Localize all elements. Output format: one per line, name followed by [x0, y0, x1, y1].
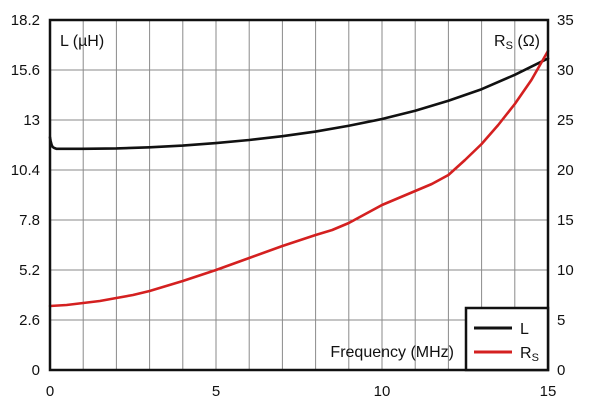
legend-box — [464, 306, 550, 372]
series-line-rs — [48, 49, 550, 308]
y-right-tick-label: 15 — [557, 212, 574, 229]
y-right-tick-label: 30 — [557, 62, 574, 79]
legend-label-rs-main: R — [520, 345, 532, 362]
y-right-tick-label: 35 — [557, 12, 574, 29]
y-left-tick-label: 0 — [32, 362, 40, 379]
x-tick-label: 5 — [212, 383, 220, 400]
series-layer — [48, 49, 550, 308]
y-right-tick-label: 25 — [557, 112, 574, 129]
right-axis-label-main: R — [494, 33, 506, 50]
y-right-tick-label: 10 — [557, 262, 574, 279]
y-left-tick-label: 5.2 — [19, 262, 40, 279]
x-tick-label: 0 — [46, 383, 54, 400]
y-left-tick-label: 7.8 — [19, 212, 40, 229]
legend-label-rs-sub: S — [532, 352, 539, 364]
y-left-tick-label: 15.6 — [11, 62, 40, 79]
grid — [50, 20, 548, 370]
right-axis-label-rest: (Ω) — [513, 33, 540, 50]
y-left-tick-label: 18.2 — [11, 12, 40, 29]
series-line-l — [48, 57, 550, 151]
legend-label-rs: RS — [520, 345, 539, 364]
plot-frame — [48, 18, 550, 372]
x-tick-label: 15 — [540, 383, 557, 400]
y-left-tick-label: 13 — [23, 112, 40, 129]
y-right-tick-label: 0 — [557, 362, 565, 379]
y-left-tick-label: 2.6 — [19, 312, 40, 329]
left-axis-label: L (µH) — [60, 33, 104, 50]
legend-label-l: L — [520, 321, 529, 338]
x-axis-label: Frequency (MHz) — [330, 344, 454, 361]
right-axis-label: RS (Ω) — [494, 33, 540, 52]
right-axis-label-sub: S — [506, 40, 513, 52]
x-tick-label: 10 — [374, 383, 391, 400]
y-right-tick-label: 20 — [557, 162, 574, 179]
tick-layer: 0 2.6 5.2 7.8 10.4 13 15.6 18.2 0 5 10 15 20 25 30 35 0 5… — [11, 12, 574, 400]
y-right-tick-label: 5 — [557, 312, 565, 329]
y-left-tick-label: 10.4 — [11, 162, 40, 179]
legend: L RS — [464, 306, 550, 372]
